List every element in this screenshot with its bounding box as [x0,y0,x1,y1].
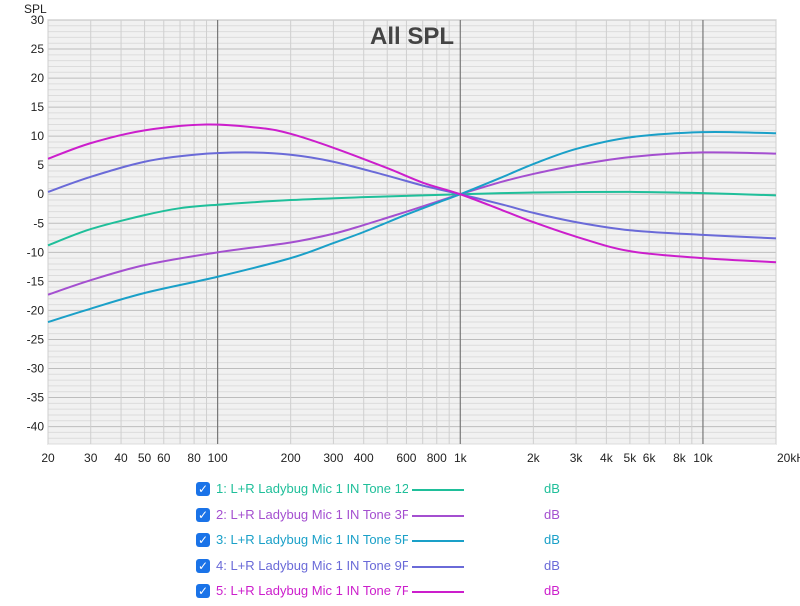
legend-item[interactable]: ✓ 1: L+R Ladybug Mic 1 IN Tone 12 dB [196,480,576,500]
legend-label: 1: L+R Ladybug Mic 1 IN Tone 12 [216,481,408,496]
series-line-2 [47,151,777,296]
x-tick-label: 4k [600,451,614,465]
x-tick-label: 300 [323,451,343,465]
x-tick-label: 80 [187,451,201,465]
y-axis-label: SPL [24,2,47,16]
legend-swatch [412,565,464,568]
legend-label: 2: L+R Ladybug Mic 1 IN Tone 3F [216,506,408,522]
y-tick-label: 30 [31,13,45,27]
y-tick-label: -30 [27,361,45,375]
legend-unit: dB [544,583,560,598]
series-line-4 [47,151,777,240]
y-tick-label: -40 [27,420,45,434]
x-tick-label: 100 [208,451,228,465]
legend-label: 4: L+R Ladybug Mic 1 IN Tone 9F [216,557,408,573]
x-tick-label: 5k [624,451,638,465]
y-tick-label: 5 [37,158,44,172]
legend-item[interactable]: ✓ 2: L+R Ladybug Mic 1 IN Tone 3F dB [196,506,576,526]
y-tick-label: -5 [33,216,44,230]
legend-swatch [412,489,464,491]
legend-swatch [412,591,464,593]
y-tick-label: 10 [31,129,45,143]
legend-item[interactable]: ✓ 3: L+R Ladybug Mic 1 IN Tone 5F dB [196,531,576,551]
y-tick-label: -10 [27,245,45,259]
x-tick-label: 2k [527,451,541,465]
legend-item[interactable]: ✓ 4: L+R Ladybug Mic 1 IN Tone 9F dB [196,557,576,577]
series-line-3 [47,130,777,323]
series-lines [47,123,777,323]
series-line-5 [47,123,777,264]
x-tick-label: 30 [84,451,98,465]
legend-label: 3: L+R Ladybug Mic 1 IN Tone 5F [216,532,408,547]
y-tick-label: -25 [27,332,45,346]
x-tick-label: 8k [673,451,687,465]
x-tick-label: 40 [114,451,128,465]
checkbox-icon[interactable]: ✓ [196,584,210,598]
chart-title: All SPL [370,23,454,50]
y-tick-label: 15 [31,100,45,114]
y-tick-label: -15 [27,274,45,288]
x-tick-label: 400 [354,451,374,465]
checkbox-icon[interactable]: ✓ [196,482,210,496]
x-tick-label: 200 [281,451,301,465]
x-tick-label: 600 [396,451,416,465]
y-tick-label: 0 [37,187,44,201]
legend-unit: dB [544,506,560,522]
grid [47,19,777,445]
x-tick-label: 20kHz [777,451,800,465]
x-tick-label: 20 [41,451,55,465]
legend-unit: dB [544,557,560,573]
x-tick-label: 800 [427,451,447,465]
x-tick-label: 50 [138,451,152,465]
legend: ✓ 1: L+R Ladybug Mic 1 IN Tone 12 dB ✓ 2: L+… [0,474,800,604]
x-tick-label: 3k [570,451,584,465]
checkbox-icon[interactable]: ✓ [196,558,210,573]
legend-swatch [412,514,464,517]
x-tick-labels: 20 30 40 50 60 80 100 200 300 400 600 800 1k 2k 3k 4k 5k… [41,451,800,465]
x-tick-label: 1k [454,451,468,465]
legend-item[interactable]: ✓ 5: L+R Ladybug Mic 1 IN Tone 7F dB [196,582,576,602]
legend-swatch [412,540,464,542]
y-tick-label: 20 [31,71,45,85]
y-tick-label: -35 [27,391,45,405]
legend-label: 5: L+R Ladybug Mic 1 IN Tone 7F [216,583,408,598]
x-tick-label: 6k [643,451,657,465]
legend-unit: dB [544,532,560,547]
x-tick-label: 60 [157,451,171,465]
y-tick-label: 25 [31,42,45,56]
x-tick-label: 10k [693,451,713,465]
checkbox-icon[interactable]: ✓ [196,507,210,522]
y-tick-label: -20 [27,303,45,317]
series-line-1 [47,190,777,247]
legend-unit: dB [544,481,560,496]
y-tick-labels: 30 25 20 15 10 5 0 -5 -10 -15 -20 -25 -30 -35 -40 [27,13,45,434]
checkbox-icon[interactable]: ✓ [196,533,210,547]
